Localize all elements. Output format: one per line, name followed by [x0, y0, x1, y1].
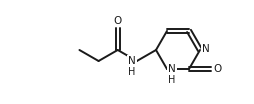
Text: O: O: [114, 16, 122, 26]
Text: H: H: [129, 67, 136, 77]
Text: O: O: [213, 64, 221, 74]
Text: H: H: [168, 75, 175, 85]
Text: N: N: [168, 64, 176, 74]
Text: N: N: [202, 44, 210, 54]
Text: N: N: [128, 56, 136, 66]
